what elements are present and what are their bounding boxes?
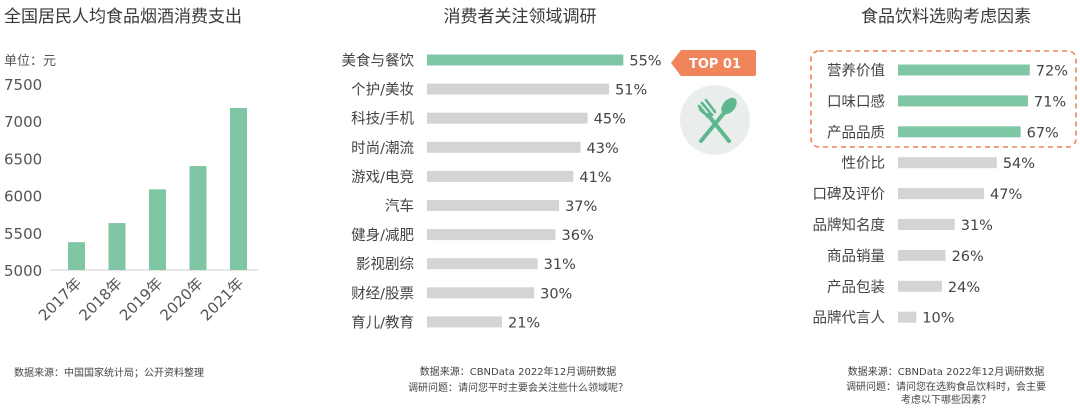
chart2-category-label: 影视剧综 [356,256,414,273]
chart1-unit-label: 单位：元 [4,54,56,69]
chart3-value-label: 72% [1036,64,1068,80]
chart3-title: 食品饮料选购考虑因素 [861,7,1031,27]
chart2-category-label: 美食与餐饮 [342,53,415,70]
chart1-bar [189,166,207,270]
chart2-category-label: 科技/手机 [351,111,414,128]
annual-spending-chart: 全国居民人均食品烟酒消费支出 单位：元 5000 5500 6000 6500 7000… [4,7,258,379]
chart3-value-label: 54% [1003,156,1035,172]
chart2-category-label: 育儿/教育 [351,314,414,331]
chart3-category-label: 商品销量 [827,248,885,265]
chart1-y-tick-label: 5500 [4,225,42,243]
chart1-bar [149,189,166,270]
chart3-question-line2: 考虑以下哪些因素？ [901,393,991,406]
chart1-bar [68,242,85,270]
chart2-question: 调研问题：请问您平时主要会关注些什么领域呢？ [408,381,628,394]
chart3-category-label: 产品品质 [827,124,885,141]
chart2-category-label: 游戏/电竞 [351,168,414,186]
chart1-y-tick-label: 6000 [4,188,42,206]
chart2-bar [427,54,624,66]
chart2-category-label: 时尚/潮流 [351,140,414,157]
chart1-source: 数据来源：中国国家统计局；公开资料整理 [14,366,204,379]
chart3-question-line1: 调研问题：请问您在选购食品饮料时，会主要 [846,380,1046,393]
chart2-value-label: 51% [615,83,647,99]
chart1-y-axis: 5000 5500 6000 6500 7000 7500 [4,76,42,280]
chart2-bar [427,200,560,211]
chart3-value-label: 67% [1027,125,1059,141]
chart1-bars [68,107,247,270]
chart2-value-label: 37% [565,199,597,215]
chart2-value-label: 41% [579,170,611,186]
chart3-bar [898,280,942,292]
chart3-bar [898,95,1028,107]
chart2-source: 数据来源：CBNData 2022年12月调研数据 [420,365,617,378]
top01-badge-shape [671,50,756,76]
chart2-bar [427,229,556,241]
chart1-x-tick-label: 2018年 [75,274,125,324]
chart2-bar [427,316,502,328]
chart3-bar [898,64,1030,76]
chart1-x-tick-label: 2020年 [156,274,206,324]
chart1-bar [108,223,126,270]
chart3-bar [898,249,946,261]
chart2-category-label: 个护/美妆 [351,82,414,99]
chart2-value-label: 36% [562,228,594,244]
top01-badge: TOP 01 [671,50,756,76]
chart2-category-label: 汽车 [385,198,414,215]
chart3-value-label: 24% [948,280,980,296]
chart3-category-label: 性价比 [842,155,886,172]
chart3-value-label: 26% [952,249,984,265]
chart3-source: 数据来源：CBNData 2022年12月调研数据 [848,365,1045,378]
chart3-category-label: 口味口感 [827,93,885,110]
chart2-value-label: 31% [544,257,576,273]
chart3-value-label: 47% [990,187,1022,203]
chart1-y-tick-label: 5000 [4,262,42,280]
chart2-value-label: 55% [629,54,661,70]
top3-dashed-box [810,50,1077,148]
chart1-y-tick-label: 7500 [4,76,42,94]
chart3-category-label: 营养价值 [827,63,885,80]
chart2-bar [427,170,574,182]
chart3-bar [898,219,955,230]
fork-spoon-icon [680,85,750,155]
chart2-category-label: 财经/股票 [351,285,414,302]
chart3-bar [898,311,917,323]
chart3-category-label: 口碑及评价 [813,186,886,203]
chart1-x-tick-label: 2017年 [35,274,85,324]
chart2-value-label: 21% [508,315,540,331]
chart2-bars: 美食与餐饮 55% 个护/美妆 51% 科技/手机 45% 时尚/潮流 43% 游戏/电竞 41%… [342,53,662,332]
chart2-value-label: 43% [587,141,619,157]
chart3-bar [898,188,985,200]
top01-badge-text: TOP 01 [689,57,741,72]
chart1-y-tick-label: 7000 [4,113,42,131]
chart1-y-tick-label: 6500 [4,150,42,168]
chart3-bar [898,157,997,169]
chart2-bar [427,258,538,270]
chart3-value-label: 31% [961,218,993,234]
chart3-category-label: 品牌代言人 [813,310,886,327]
chart3-bar [898,126,1021,138]
chart2-category-label: 健身/减肥 [351,227,414,244]
chart3-category-label: 品牌知名度 [813,217,886,234]
chart2-bar [427,112,588,124]
chart3-category-label: 产品包装 [827,279,885,296]
chart2-bar [427,83,610,95]
chart2-value-label: 30% [540,286,572,302]
chart1-bar [230,107,247,270]
chart3-value-label: 71% [1034,94,1066,110]
chart1-title: 全国居民人均食品烟酒消费支出 [4,7,242,27]
chart3-value-label: 10% [922,311,954,327]
chart2-bar [427,287,535,299]
chart3-bars: 营养价值 72% 口味口感 71% 产品品质 67% 性价比 54% 口碑及评价 47% 品牌知名度… [813,63,1068,327]
chart1-x-tick-label: 2021年 [197,274,247,324]
chart2-title: 消费者关注领域调研 [444,7,597,27]
chart2-bar [427,141,581,153]
interest-fields-chart: 消费者关注领域调研 美食与餐饮 55% 个护/美妆 51% 科技/手机 45% 时尚/潮流 4… [342,7,756,394]
chart1-x-tick-label: 2019年 [116,274,166,324]
purchase-factors-chart: 食品饮料选购考虑因素 营养价值 72% 口味口感 71% 产品品质 67% 性价比 54% 口碑… [810,7,1077,406]
chart2-value-label: 45% [594,112,626,128]
